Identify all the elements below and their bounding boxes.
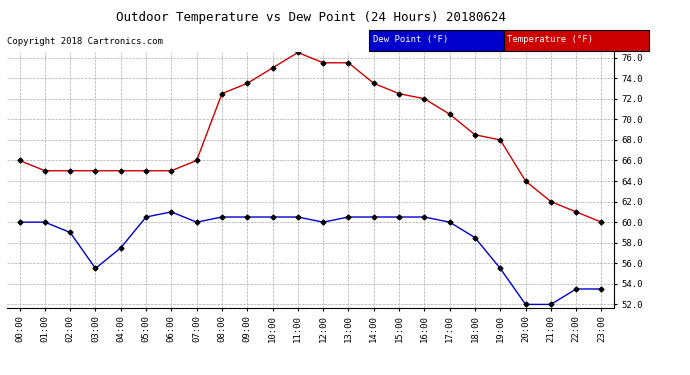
- Text: Outdoor Temperature vs Dew Point (24 Hours) 20180624: Outdoor Temperature vs Dew Point (24 Hou…: [115, 11, 506, 24]
- Text: Temperature (°F): Temperature (°F): [507, 35, 593, 44]
- Text: Copyright 2018 Cartronics.com: Copyright 2018 Cartronics.com: [7, 38, 163, 46]
- Text: Dew Point (°F): Dew Point (°F): [373, 35, 448, 44]
